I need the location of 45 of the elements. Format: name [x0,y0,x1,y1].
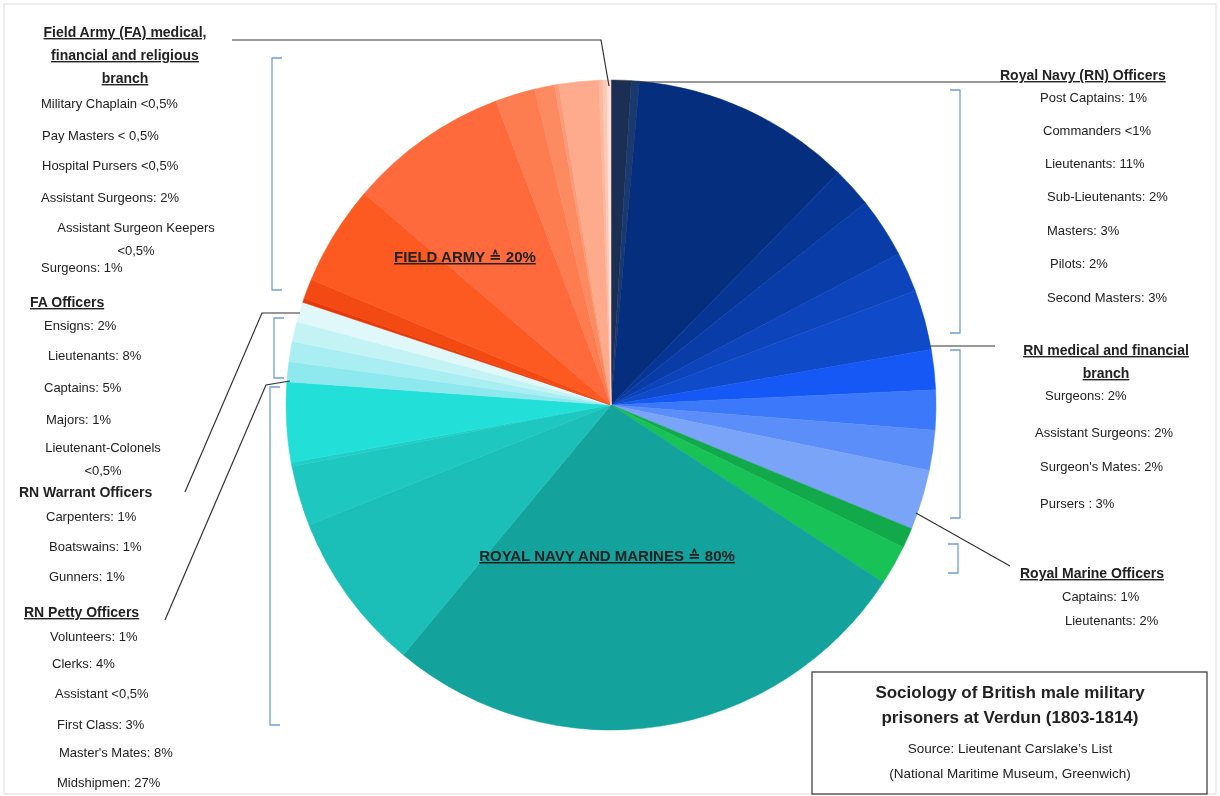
source-note: Source: Lieutenant Carslake’s List [907,741,1113,756]
text: Majors: 1% [46,412,112,427]
text: Lieutenants: 11% [1045,156,1145,171]
text: Surgeons: 2% [1045,388,1128,403]
text: Assistant Surgeons: 2% [1035,425,1174,440]
text: Second Masters: 3% [1047,290,1168,305]
text: Surgeon's Mates: 2% [1040,459,1164,474]
text: Pursers : 3% [1040,496,1115,511]
text: Lieutenant-Colonels <0,5% [45,440,162,478]
text: Carpenters: 1% [46,509,137,524]
text: Sub-Lieutenants: 2% [1047,189,1169,204]
text: Military Chaplain <0,5% [41,96,179,111]
text: Royal Marine Officers [1020,565,1165,581]
text: Captains: 1% [1062,589,1140,604]
text: FIELD ARMY ≙ 20% [394,248,536,265]
text: ROYAL NAVY AND MARINES ≙ 80% [479,547,735,564]
text: Surgeons: 1% [41,260,124,275]
text: Midshipmen: 27% [57,775,161,790]
text: Lieutenants: 2% [1065,613,1159,628]
text: RN Petty Officers [24,604,140,620]
text: Captains: 5% [44,380,122,395]
text: Master's Mates: 8% [59,745,174,760]
text: (National Maritime Museum, Greenwich) [889,766,1131,781]
text: Assistant Surgeon Keepers <0,5% [57,220,216,258]
text: Clerks: 4% [52,656,116,671]
text: Assistant <0,5% [55,686,150,701]
text: Commanders <1% [1043,123,1152,138]
text: Ensigns: 2% [44,318,117,333]
text: Hospital Pursers <0,5% [42,158,179,173]
text: RN Warrant Officers [19,484,153,500]
text: Post Captains: 1% [1040,90,1148,105]
text: Royal Navy (RN) Officers [1000,67,1166,83]
text: Gunners: 1% [49,569,126,584]
text: Volunteers: 1% [50,629,138,644]
text: Pilots: 2% [1050,256,1109,271]
text: Sociology of British male military prisoners at Verdun (1803-1814) [875,683,1146,727]
text: FA Officers [30,294,105,310]
text: Assistant Surgeons: 2% [41,190,180,205]
text: Boatswains: 1% [49,539,142,554]
text: Field Army (FA) medical, financial and religious branch [43,24,207,86]
text: Lieutenants: 8% [48,348,142,363]
text: RN medical and financial branch [1023,342,1189,381]
text: First Class: 3% [57,717,145,732]
text: Pay Masters < 0,5% [42,128,160,143]
text: Masters: 3% [1047,223,1120,238]
